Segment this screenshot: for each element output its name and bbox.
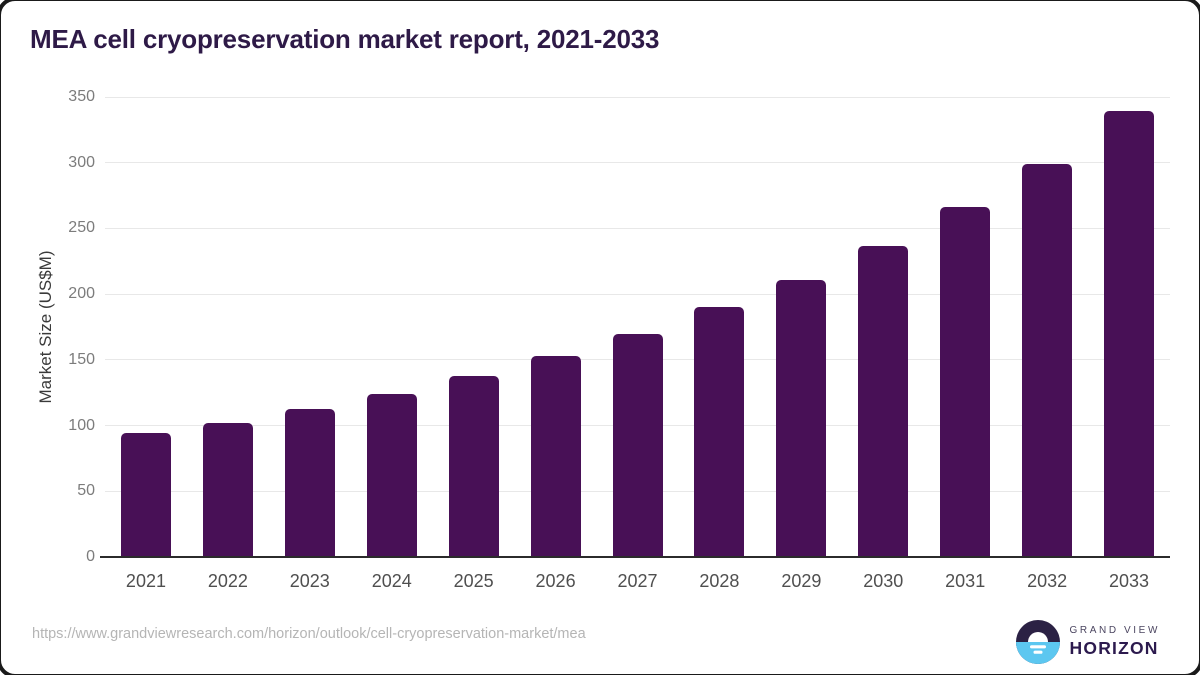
bar xyxy=(694,307,745,557)
logo-horizon-text: HORIZON xyxy=(1069,638,1159,658)
bar xyxy=(366,394,417,557)
bar xyxy=(448,375,499,557)
y-tick-label: 300 xyxy=(68,153,95,171)
logo-wordmark: GRAND VIEW HORIZON xyxy=(1070,625,1160,659)
bar xyxy=(120,433,171,557)
x-tick-label: 2021 xyxy=(125,571,166,591)
plot-area: 0 50 100 150 200 250 300 350 2021 2022 2023 2024 202… xyxy=(68,88,1170,591)
gridline xyxy=(105,162,1170,164)
y-tick-label: 50 xyxy=(77,482,95,500)
gridline xyxy=(105,227,1170,229)
x-axis-line xyxy=(100,556,1170,558)
y-tick-label: 100 xyxy=(68,416,95,434)
x-tick-label: 2031 xyxy=(945,571,986,591)
x-tick-label: 2022 xyxy=(207,571,248,591)
x-tick-label: 2029 xyxy=(781,571,822,591)
bar xyxy=(530,355,581,557)
x-tick-label: 2033 xyxy=(1109,571,1150,591)
y-tick-label: 200 xyxy=(68,285,95,303)
bar xyxy=(776,279,827,557)
grand-view-horizon-logo: GRAND VIEW HORIZON xyxy=(1015,620,1160,664)
bar xyxy=(940,207,991,557)
logo-grand-view-text: GRAND VIEW xyxy=(1069,625,1160,636)
source-url: https://www.grandviewresearch.com/horizo… xyxy=(32,626,586,642)
y-axis-title: Market Size (US$M) xyxy=(36,250,55,404)
gridline xyxy=(105,293,1170,295)
x-tick-label: 2032 xyxy=(1027,571,1068,591)
bar xyxy=(202,422,253,557)
bar xyxy=(1022,164,1073,557)
x-tick-label: 2027 xyxy=(617,571,658,591)
x-tick-label: 2028 xyxy=(699,571,740,591)
page-title: MEA cell cryopreservation market report,… xyxy=(30,24,660,54)
bar xyxy=(284,408,335,557)
y-tick-label: 0 xyxy=(86,548,95,565)
y-tick-label: 350 xyxy=(68,88,95,105)
x-tick-label: 2026 xyxy=(535,571,576,591)
y-tick-label: 150 xyxy=(68,350,95,368)
bar xyxy=(1104,111,1155,557)
bar xyxy=(612,333,663,557)
x-tick-label: 2030 xyxy=(863,571,904,591)
y-tick-label: 250 xyxy=(68,219,95,237)
gridline xyxy=(105,96,1170,98)
x-tick-label: 2023 xyxy=(289,571,330,591)
horizon-sun-icon xyxy=(1015,620,1060,664)
x-tick-label: 2024 xyxy=(371,571,412,591)
bar xyxy=(858,245,909,557)
x-tick-label: 2025 xyxy=(453,571,494,591)
